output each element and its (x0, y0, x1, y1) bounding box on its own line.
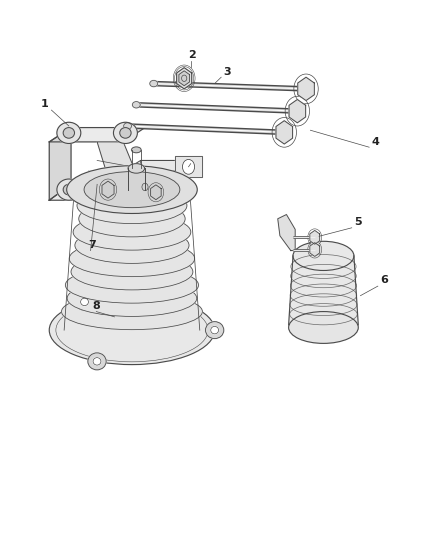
Ellipse shape (75, 293, 94, 310)
Text: 6: 6 (380, 276, 388, 286)
Polygon shape (49, 127, 145, 142)
Circle shape (183, 159, 194, 174)
Polygon shape (176, 156, 201, 177)
Ellipse shape (128, 164, 145, 173)
Polygon shape (289, 100, 306, 123)
Ellipse shape (49, 296, 215, 365)
Polygon shape (102, 181, 114, 198)
Ellipse shape (131, 147, 141, 153)
Ellipse shape (84, 172, 180, 208)
Ellipse shape (61, 294, 202, 330)
Polygon shape (177, 68, 192, 89)
Ellipse shape (81, 298, 88, 305)
Text: 5: 5 (354, 217, 361, 227)
Text: 2: 2 (188, 50, 196, 60)
Ellipse shape (83, 174, 181, 211)
Polygon shape (276, 120, 293, 144)
Ellipse shape (150, 80, 158, 87)
Ellipse shape (57, 122, 81, 143)
Ellipse shape (205, 321, 224, 338)
Text: 3: 3 (223, 67, 231, 77)
Ellipse shape (57, 179, 81, 200)
Polygon shape (278, 215, 295, 251)
Ellipse shape (71, 254, 193, 290)
Polygon shape (310, 243, 320, 256)
Ellipse shape (67, 166, 197, 214)
Text: 8: 8 (93, 301, 101, 311)
Ellipse shape (75, 227, 189, 263)
Ellipse shape (79, 201, 185, 237)
Polygon shape (151, 185, 161, 200)
Polygon shape (49, 184, 162, 200)
Ellipse shape (77, 188, 187, 224)
Ellipse shape (293, 241, 354, 270)
Polygon shape (179, 71, 190, 86)
Ellipse shape (88, 353, 106, 370)
Polygon shape (310, 230, 320, 244)
Ellipse shape (69, 240, 194, 277)
Ellipse shape (120, 184, 131, 195)
Ellipse shape (113, 122, 138, 143)
Ellipse shape (63, 184, 74, 195)
Polygon shape (123, 160, 193, 171)
Ellipse shape (120, 127, 131, 138)
Ellipse shape (65, 267, 198, 303)
Ellipse shape (132, 102, 140, 108)
Polygon shape (141, 160, 193, 184)
Text: 1: 1 (41, 100, 48, 109)
Ellipse shape (289, 312, 358, 343)
Polygon shape (97, 142, 141, 184)
Text: 7: 7 (88, 240, 96, 250)
Ellipse shape (67, 280, 197, 317)
Text: 4: 4 (371, 136, 379, 147)
Ellipse shape (63, 127, 74, 138)
Ellipse shape (73, 214, 191, 250)
Ellipse shape (93, 358, 101, 365)
Polygon shape (49, 127, 71, 200)
Polygon shape (298, 77, 314, 101)
Ellipse shape (211, 326, 219, 334)
Ellipse shape (113, 179, 138, 200)
Ellipse shape (124, 123, 131, 129)
Polygon shape (289, 256, 358, 325)
